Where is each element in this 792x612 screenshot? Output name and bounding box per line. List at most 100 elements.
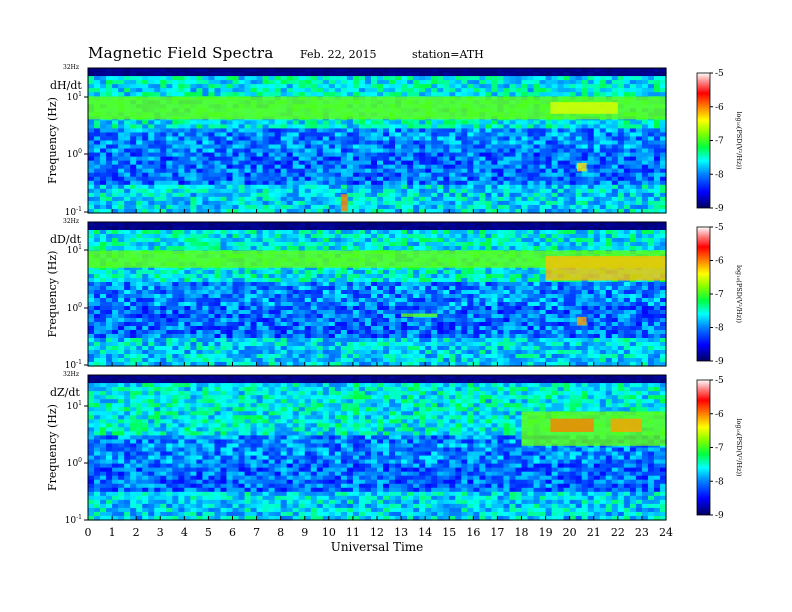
- heatmap-cell: [455, 128, 462, 134]
- heatmap-cell: [539, 76, 547, 81]
- heatmap-cell: [491, 204, 499, 210]
- heatmap-cell: [653, 76, 661, 81]
- heatmap-cell: [593, 80, 601, 85]
- heatmap-cell: [100, 136, 107, 142]
- heatmap-cell: [569, 148, 577, 154]
- heatmap-cell: [587, 156, 595, 162]
- heatmap-cell: [551, 140, 559, 146]
- heatmap-cell: [316, 136, 324, 142]
- heatmap-cell: [238, 80, 246, 85]
- heatmap-cell: [605, 120, 613, 125]
- heatmap-cell: [334, 168, 342, 174]
- heatmap-cell: [653, 148, 661, 154]
- heatmap-cell: [467, 266, 474, 271]
- heatmap-cell: [539, 278, 547, 283]
- heatmap-cell: [172, 92, 179, 97]
- heatmap-cell: [148, 156, 155, 162]
- heatmap-cell: [503, 164, 511, 170]
- heatmap-cell: [563, 80, 571, 85]
- heatmap-cell: [425, 204, 432, 210]
- heatmap-cell: [106, 136, 113, 142]
- heatmap-cell: [310, 188, 318, 194]
- heatmap-cell: [100, 234, 107, 239]
- heatmap-cell: [437, 132, 444, 138]
- heatmap-cell: [437, 180, 444, 186]
- heatmap-cell: [292, 266, 300, 271]
- heatmap-cell: [142, 76, 149, 81]
- heatmap-cell: [148, 144, 155, 150]
- heatmap-cell: [647, 200, 655, 206]
- heatmap-cell: [136, 246, 143, 251]
- heatmap-cell: [88, 76, 95, 81]
- heatmap-cell: [533, 92, 541, 97]
- heatmap-cell: [172, 204, 179, 210]
- heatmap-cell: [178, 282, 185, 287]
- heatmap-cell: [274, 128, 282, 134]
- heatmap-cell: [629, 84, 637, 89]
- heatmap-cell: [322, 156, 330, 162]
- heatmap-cell: [340, 152, 348, 158]
- heatmap-cell: [557, 124, 565, 130]
- heatmap-cell: [124, 164, 131, 170]
- heatmap-cell: [88, 204, 95, 210]
- heatmap-cell: [94, 242, 101, 247]
- heatmap-cell: [425, 208, 432, 214]
- heatmap-cell: [527, 148, 535, 154]
- heatmap-cell: [473, 160, 480, 166]
- heatmap-cell: [635, 140, 643, 146]
- heatmap-cell: [497, 180, 505, 186]
- heatmap-cell: [479, 200, 486, 206]
- heatmap-cell: [124, 184, 131, 190]
- heatmap-cell: [485, 208, 492, 214]
- heatmap-cell: [88, 242, 95, 247]
- heatmap-cell: [443, 168, 450, 174]
- heatmap-cell: [88, 88, 95, 93]
- heatmap-cell: [124, 132, 131, 138]
- heatmap-cell: [659, 144, 667, 150]
- heatmap-cell: [160, 270, 167, 275]
- heatmap-cell: [473, 124, 480, 130]
- heatmap-cell: [238, 88, 246, 93]
- heatmap-cell: [310, 168, 318, 174]
- heatmap-cell: [611, 84, 619, 89]
- heatmap-cell: [497, 124, 505, 130]
- heatmap-cell: [328, 132, 336, 138]
- heatmap-cell: [491, 172, 499, 178]
- heatmap-cell: [208, 274, 216, 279]
- heatmap-cell: [383, 184, 390, 190]
- heatmap-cell: [557, 160, 565, 166]
- heatmap-cell: [286, 208, 294, 214]
- heatmap-cell: [358, 148, 366, 154]
- heatmap-cell: [527, 266, 535, 271]
- heatmap-cell: [100, 176, 107, 182]
- heatmap-cell: [629, 242, 637, 247]
- heatmap-cell: [184, 184, 191, 190]
- heatmap-cell: [334, 176, 342, 182]
- heatmap-cell: [425, 238, 432, 243]
- heatmap-cell: [88, 278, 95, 283]
- heatmap-cell: [184, 200, 191, 206]
- heatmap-cell: [226, 208, 234, 214]
- heatmap-cell: [220, 164, 228, 170]
- heatmap-cell: [250, 278, 258, 283]
- heatmap-cell: [401, 120, 408, 125]
- heatmap-cell: [286, 172, 294, 178]
- heatmap-cell: [280, 160, 288, 166]
- heatmap-cell: [557, 136, 565, 142]
- heatmap-cell: [455, 234, 462, 239]
- heatmap-cell: [407, 196, 414, 202]
- heatmap-cell: [208, 246, 216, 251]
- heatmap-cell: [575, 92, 583, 97]
- heatmap-cell: [377, 144, 384, 150]
- heatmap-cell: [443, 196, 450, 202]
- heatmap-cell: [178, 156, 185, 162]
- heatmap-cell: [178, 160, 185, 166]
- heatmap-cell: [130, 88, 137, 93]
- heatmap-cell: [238, 238, 246, 243]
- heatmap-cell: [629, 136, 637, 142]
- heatmap-cell: [244, 156, 252, 162]
- heatmap-cell: [383, 168, 390, 174]
- heatmap-cell: [485, 92, 492, 97]
- heatmap-cell: [346, 152, 354, 158]
- heatmap-cell: [611, 168, 619, 174]
